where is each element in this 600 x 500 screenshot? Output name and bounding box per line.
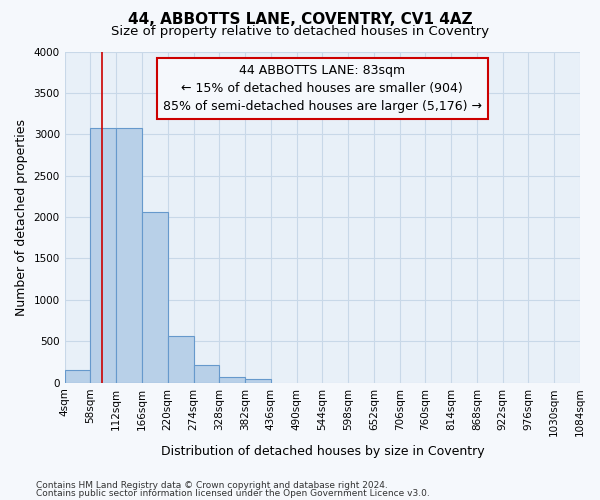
Bar xyxy=(219,377,245,382)
Text: Contains HM Land Registry data © Crown copyright and database right 2024.: Contains HM Land Registry data © Crown c… xyxy=(36,481,388,490)
Bar xyxy=(168,336,193,382)
Text: 44 ABBOTTS LANE: 83sqm
← 15% of detached houses are smaller (904)
85% of semi-de: 44 ABBOTTS LANE: 83sqm ← 15% of detached… xyxy=(163,64,482,113)
Text: Contains public sector information licensed under the Open Government Licence v3: Contains public sector information licen… xyxy=(36,488,430,498)
Y-axis label: Number of detached properties: Number of detached properties xyxy=(15,118,28,316)
Bar xyxy=(65,370,91,382)
Bar xyxy=(116,128,142,382)
X-axis label: Distribution of detached houses by size in Coventry: Distribution of detached houses by size … xyxy=(161,444,484,458)
Bar xyxy=(142,212,168,382)
Bar xyxy=(91,128,116,382)
Bar xyxy=(193,366,219,382)
Text: 44, ABBOTTS LANE, COVENTRY, CV1 4AZ: 44, ABBOTTS LANE, COVENTRY, CV1 4AZ xyxy=(128,12,472,28)
Bar xyxy=(245,378,271,382)
Text: Size of property relative to detached houses in Coventry: Size of property relative to detached ho… xyxy=(111,25,489,38)
